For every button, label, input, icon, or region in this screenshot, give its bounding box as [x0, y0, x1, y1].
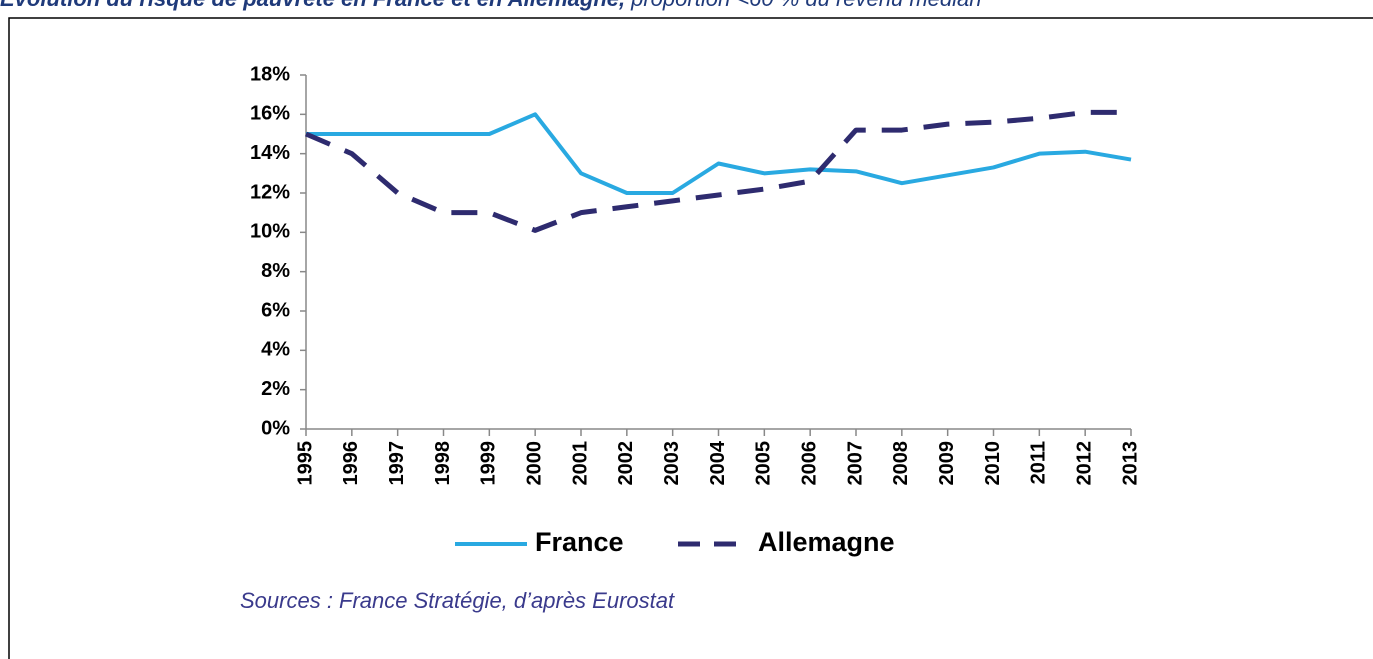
x-tick-label: 2005 [753, 441, 775, 486]
x-tick-label: 2006 [798, 441, 820, 486]
x-tick-label: 2000 [523, 441, 545, 486]
x-tick-label: 2011 [1028, 441, 1050, 484]
x-tick-label: 1995 [294, 441, 316, 486]
x-tick-label: 1996 [340, 441, 362, 486]
y-tick-label: 0% [261, 417, 290, 439]
y-tick-label: 18% [250, 63, 290, 85]
series-line [305, 109, 1131, 233]
source: Sources : France Stratégie, d’après Euro… [240, 588, 675, 613]
y-tick-label: 4% [261, 339, 290, 361]
x-tick-label: 2013 [1119, 441, 1141, 486]
y-tick-label: 16% [250, 103, 290, 125]
y-tick-label: 8% [261, 260, 290, 282]
legend-label: France [535, 527, 624, 557]
x-tick-label: 2009 [936, 441, 958, 486]
x-tick-label: 2004 [707, 440, 729, 485]
x-tick-label: 2007 [844, 441, 866, 486]
legend-label: Allemagne [758, 527, 895, 557]
series-line [306, 112, 1132, 195]
x-tick-label: 2002 [615, 441, 637, 486]
x-tick-label: 2012 [1073, 441, 1095, 486]
y-tick-label: 14% [250, 142, 290, 164]
x-tick-label: 2008 [890, 441, 912, 486]
y-tick-label: 12% [250, 181, 290, 203]
frame [8, 17, 1373, 659]
y-tick-label: 6% [261, 299, 290, 321]
y-tick-label: 10% [250, 221, 290, 243]
x-tick-label: 1999 [478, 441, 500, 486]
x-tick-label: 2001 [569, 441, 591, 486]
title: Évolution du risque de pauvreté en Franc… [0, 0, 625, 11]
x-tick-label: 2010 [982, 441, 1004, 486]
x-tick-label: 2003 [661, 441, 683, 486]
x-tick-label: 1997 [386, 441, 408, 486]
chart-title: Évolution du risque de pauvreté en Franc… [0, 0, 982, 11]
y-tick-label: 2% [261, 378, 290, 400]
x-tick-label: 1998 [432, 441, 454, 486]
subtitle: proportion <60 % du revenu médian [630, 0, 981, 11]
